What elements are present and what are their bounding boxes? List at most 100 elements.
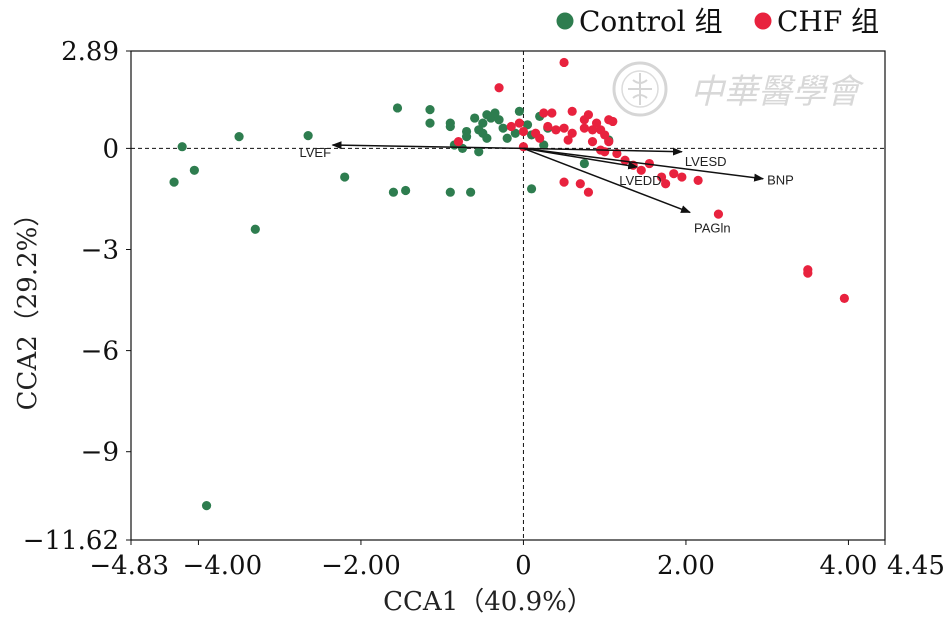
vector-label: LVEF: [300, 145, 332, 160]
data-point: [583, 110, 594, 120]
vector-arrow: [523, 147, 691, 214]
data-point: [466, 187, 476, 197]
data-point: [579, 158, 589, 169]
data-point: [445, 187, 455, 197]
data-point: [482, 133, 492, 143]
data-point: [498, 123, 508, 133]
vector-label: LVEDD: [619, 173, 661, 188]
data-point: [620, 155, 630, 165]
x-tick-label: 2.00: [657, 551, 715, 581]
y-tick-label: 0: [102, 134, 119, 164]
data-point: [551, 125, 561, 135]
legend-label: Control 组: [579, 5, 723, 38]
data-point: [506, 121, 516, 132]
data-point: [478, 118, 488, 128]
data-point: [636, 165, 646, 175]
y-tick-label: −6: [81, 337, 119, 367]
y-tick-label: −9: [81, 438, 119, 468]
watermark: 中華醫學會: [612, 61, 865, 117]
data-point: [474, 147, 484, 157]
data-point: [201, 501, 212, 511]
data-point: [600, 130, 610, 140]
data-point: [453, 137, 464, 147]
data-point: [425, 118, 435, 128]
x-tick-label: −2.00: [321, 551, 401, 581]
data-point: [514, 106, 524, 116]
y-tick-label: −11.62: [23, 526, 119, 556]
x-tick-label: −4.00: [182, 551, 262, 581]
data-point: [559, 57, 569, 68]
data-point: [539, 108, 549, 118]
legend: Control 组 CHF 组: [556, 5, 879, 38]
data-point: [445, 121, 455, 132]
data-point: [559, 123, 569, 133]
data-point: [514, 118, 524, 128]
data-point: [604, 137, 614, 147]
data-point: [608, 116, 618, 127]
data-point: [510, 128, 520, 138]
data-point: [567, 106, 577, 116]
data-point: [177, 142, 187, 152]
data-point: [559, 177, 569, 187]
reference-lines: [131, 51, 885, 540]
data-point: [539, 140, 549, 150]
data-point: [494, 83, 504, 93]
vector-arrow: [523, 147, 683, 156]
data-point: [340, 172, 350, 182]
data-point: [587, 137, 598, 147]
plot-border: [130, 50, 886, 541]
vector-arrow: [523, 147, 765, 182]
x-tick-label: 4.45: [887, 551, 945, 581]
data-point: [535, 133, 545, 143]
vector-label: LVESD: [685, 154, 727, 169]
data-point: [600, 147, 610, 157]
data-point: [457, 143, 468, 153]
data-point: [526, 184, 537, 194]
data-point: [587, 125, 598, 135]
data-point: [677, 172, 687, 182]
y-tick-label: −3: [81, 235, 119, 265]
vector-label: BNP: [767, 173, 794, 188]
data-point: [591, 118, 602, 128]
data-point: [803, 268, 813, 278]
data-point: [490, 108, 500, 118]
vector-arrow: [331, 141, 524, 150]
data-point: [579, 123, 589, 133]
data-point: [713, 209, 724, 219]
data-point: [567, 128, 577, 138]
data-point: [839, 293, 849, 303]
data-point: [547, 108, 557, 118]
data-points: [169, 57, 849, 511]
vector-label: PAGln: [694, 220, 731, 235]
legend-label: CHF 组: [777, 5, 879, 38]
data-point: [189, 165, 199, 175]
axis-ticks: −4.83 −4.00 −2.00 0 2.00 4.00 4.45 2.89 0 −3 −6 −9 −…: [23, 37, 945, 581]
data-point: [425, 105, 435, 115]
watermark-text: 中華醫學會: [690, 72, 865, 112]
data-point: [644, 158, 654, 169]
data-point: [518, 126, 529, 137]
data-point: [470, 113, 480, 123]
data-point: [461, 132, 472, 142]
data-point: [169, 177, 179, 187]
data-point: [543, 121, 553, 132]
x-tick-label: −4.83: [89, 551, 169, 581]
data-point: [522, 120, 533, 130]
y-tick-label: 2.89: [61, 37, 119, 67]
x-tick-label: 0: [515, 551, 532, 581]
legend-marker: [556, 12, 574, 30]
data-point: [392, 103, 403, 113]
data-point: [388, 187, 399, 197]
data-point: [234, 132, 244, 142]
data-point: [693, 175, 703, 186]
data-point: [563, 135, 573, 145]
data-point: [494, 115, 504, 125]
x-axis-title: CCA1（40.9%）: [383, 587, 593, 617]
x-tick-label: 4.00: [819, 551, 877, 581]
legend-marker: [754, 12, 772, 30]
data-point: [575, 179, 585, 189]
data-point: [250, 224, 260, 234]
vectors: LVEF LVESD LVEDD BNP PAGln: [300, 141, 794, 235]
